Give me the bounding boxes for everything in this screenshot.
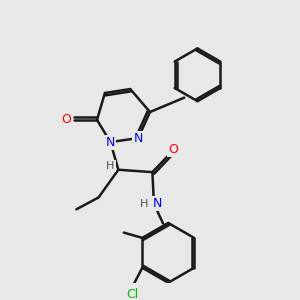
Text: O: O xyxy=(61,113,71,126)
Text: Cl: Cl xyxy=(127,288,139,300)
Text: O: O xyxy=(168,143,178,156)
Text: N: N xyxy=(106,136,115,148)
Text: H: H xyxy=(106,161,115,171)
Text: N: N xyxy=(153,197,162,210)
Text: N: N xyxy=(134,132,143,145)
Text: H: H xyxy=(140,199,148,209)
